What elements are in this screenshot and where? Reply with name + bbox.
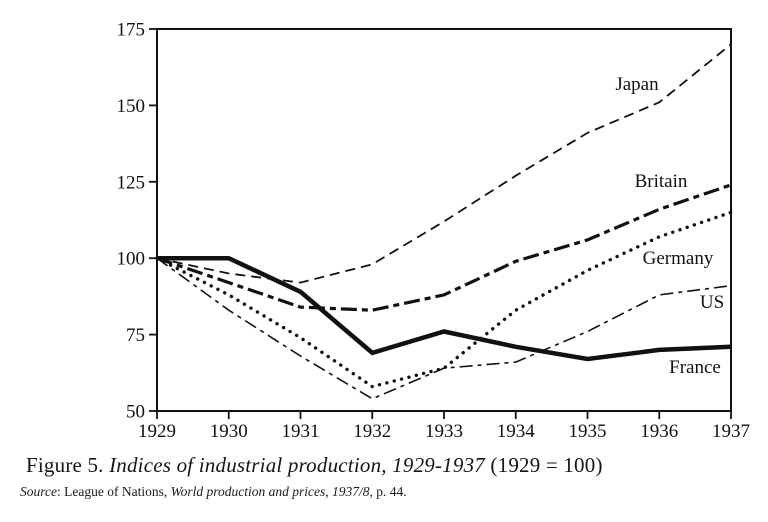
y-axis-tick-label: 50 (126, 402, 145, 423)
y-axis-tick-label: 100 (117, 249, 146, 270)
x-axis-tick-label: 1936 (640, 421, 678, 442)
series-label-france: France (669, 357, 721, 378)
series-line-france (157, 255, 732, 362)
source-end: , p. 44. (369, 484, 407, 499)
y-axis-tick-label: 125 (117, 172, 146, 193)
y-axis-tick-label: 175 (117, 20, 146, 41)
figure-caption: Figure 5. Indices of industrial producti… (26, 452, 756, 478)
series-line-japan (156, 43, 732, 284)
figure-base-note: (1929 = 100) (490, 453, 603, 477)
source-mid: : League of Nations, (57, 484, 171, 499)
figure-number: Figure 5. (26, 453, 110, 477)
line-chart: 50 75 100 125 150 175 1929 1930 1931 1932 1933 1934… (117, 20, 751, 443)
x-axis-tick-label: 1933 (425, 421, 463, 442)
x-axis-tick-label: 1932 (353, 421, 391, 442)
series-label-us: US (700, 292, 724, 313)
series-label-germany: Germany (643, 248, 714, 269)
source-work-title: World production and prices, 1937/8 (170, 484, 370, 499)
series-label-britain: Britain (635, 171, 688, 192)
series-label-japan: Japan (615, 74, 659, 95)
x-axis-tick-label: 1935 (569, 421, 607, 442)
industrial-production-figure: 50 75 100 125 150 175 1929 1930 1931 1932 1933 1934… (20, 20, 751, 500)
source-label: Source (20, 484, 57, 499)
y-axis-tick-label: 75 (126, 325, 145, 346)
x-axis-tick-label: 1937 (712, 421, 750, 442)
figure-source: Source: League of Nations, World product… (20, 483, 760, 500)
series-line-britain (156, 183, 732, 312)
series-line-us (156, 257, 732, 400)
figure-title: Indices of industrial production, 1929-1… (109, 453, 491, 477)
series-line-germany (155, 210, 733, 389)
x-axis-tick-label: 1931 (282, 421, 320, 442)
x-axis-tick-label: 1930 (210, 421, 248, 442)
x-axis-tick-label: 1934 (497, 421, 536, 442)
y-axis-tick-label: 150 (117, 96, 146, 117)
x-axis-tick-label: 1929 (138, 421, 176, 442)
